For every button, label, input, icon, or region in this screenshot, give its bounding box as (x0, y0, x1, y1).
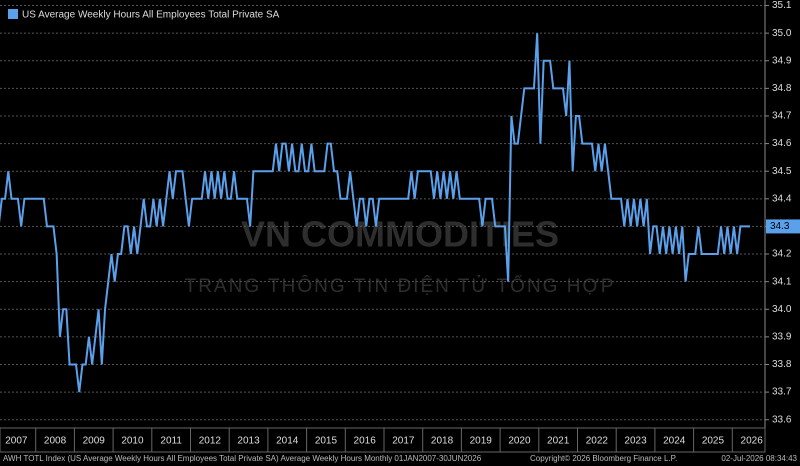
x-tick-label: 2019 (470, 436, 493, 447)
y-tick-label: 34.5 (772, 166, 792, 177)
x-tick-label: 2022 (586, 436, 609, 447)
x-tick-label: 2026 (741, 436, 764, 447)
y-tick-label: 34.1 (772, 276, 792, 287)
legend-label: US Average Weekly Hours All Employees To… (22, 10, 280, 21)
y-tick-label: 33.9 (772, 332, 792, 343)
y-tick-label: 35.1 (772, 0, 792, 11)
y-tick-label: 34.0 (772, 304, 792, 315)
x-tick-label: 2025 (702, 436, 725, 447)
y-tick-label: 34.7 (772, 111, 792, 122)
x-tick-label: 2007 (5, 436, 28, 447)
x-tick-label: 2012 (199, 436, 222, 447)
copyright: Copyright© 2026 Bloomberg Finance L.P. (530, 454, 677, 463)
x-tick-label: 2023 (624, 436, 647, 447)
x-tick-label: 2011 (160, 436, 182, 447)
x-tick-label: 2008 (44, 436, 67, 447)
x-tick-label: 2009 (83, 436, 106, 447)
y-tick-label: 33.8 (772, 359, 792, 370)
x-tick-label: 2013 (237, 436, 260, 447)
x-tick-label: 2010 (121, 436, 144, 447)
x-tick-label: 2020 (508, 436, 531, 447)
x-tick-label: 2024 (663, 436, 686, 447)
x-tick-label: 2015 (315, 436, 338, 447)
last-value-label: 34.3 (770, 221, 790, 232)
x-tick-label: 2016 (354, 436, 377, 447)
y-tick-label: 34.6 (772, 138, 792, 149)
y-tick-label: 35.0 (772, 28, 792, 39)
x-tick-label: 2017 (392, 436, 415, 447)
timestamp: 02-Jul-2026 08:34:43 (721, 454, 797, 463)
line-series (0, 33, 751, 393)
footer: AWH TOTL Index (US Average Weekly Hours … (3, 454, 482, 463)
y-tick-label: 34.8 (772, 83, 792, 94)
y-tick-label: 33.6 (772, 414, 792, 425)
legend-swatch (8, 9, 18, 19)
watermark: VN COMMODITIES (241, 214, 559, 255)
watermark-subtitle: TRANG THÔNG TIN ĐIỆN TỬ TỔNG HỢP (185, 275, 616, 297)
y-tick-label: 34.4 (772, 193, 792, 204)
y-tick-label: 34.9 (772, 55, 792, 66)
y-tick-label: 34.2 (772, 249, 792, 260)
x-tick-label: 2021 (547, 436, 570, 447)
x-axis-strip (0, 427, 766, 453)
y-tick-label: 33.7 (772, 387, 792, 398)
last-value-box (766, 219, 800, 234)
x-tick-label: 2014 (276, 436, 299, 447)
x-tick-label: 2018 (431, 436, 454, 447)
